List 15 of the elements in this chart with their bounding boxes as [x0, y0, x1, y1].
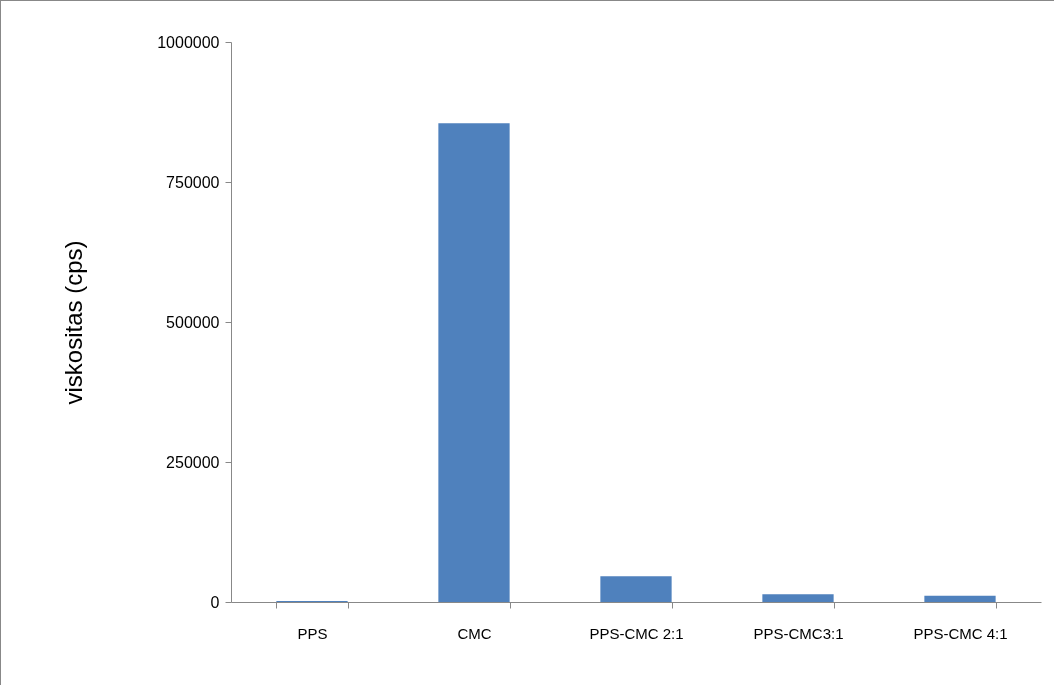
x-tick-label: PPS — [297, 624, 328, 642]
bar — [762, 594, 834, 602]
bar — [924, 595, 996, 602]
bar — [438, 123, 510, 602]
x-tick-label: PPS-CMC3:1 — [753, 624, 844, 642]
x-tick-label: CMC — [457, 624, 492, 642]
y-axis-title: viskositas (cps) — [60, 240, 88, 405]
y-tick-label: 750000 — [166, 173, 220, 191]
x-tick-label: PPS-CMC 4:1 — [913, 624, 1008, 642]
y-tick-label: 0 — [210, 593, 220, 611]
x-tick-label: PPS-CMC 2:1 — [589, 624, 684, 642]
y-tick-label: 1000000 — [157, 33, 220, 51]
bar — [600, 576, 672, 602]
y-tick-label: 500000 — [166, 313, 220, 331]
y-tick-label: 250000 — [166, 453, 220, 471]
